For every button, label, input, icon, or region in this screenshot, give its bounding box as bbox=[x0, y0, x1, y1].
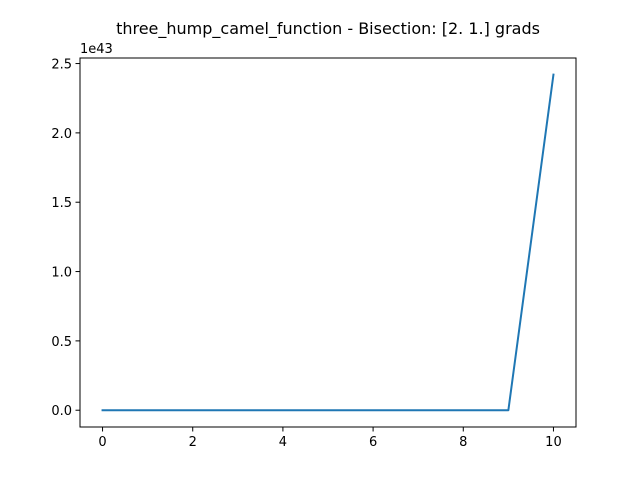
y-axis-offset-label: 1e43 bbox=[80, 42, 113, 57]
y-tick-label: 0.0 bbox=[51, 404, 72, 419]
x-tick-label: 4 bbox=[279, 435, 287, 450]
y-tick-label: 0.5 bbox=[51, 335, 72, 350]
axes-frame bbox=[79, 57, 577, 428]
plot-area: 0 2 4 6 8 10 0.0 0.5 1.0 1.5 2.0 2.5 bbox=[51, 57, 577, 450]
x-tick-label: 8 bbox=[459, 435, 467, 450]
x-tick-label: 10 bbox=[545, 435, 562, 450]
y-tick-label: 2.5 bbox=[51, 58, 72, 73]
y-tick-label: 2.0 bbox=[51, 127, 72, 142]
x-tick-label: 2 bbox=[189, 435, 197, 450]
y-tick-label: 1.0 bbox=[51, 266, 72, 281]
series-line-0 bbox=[101, 73, 555, 412]
chart-title: three_hump_camel_function - Bisection: [… bbox=[116, 19, 540, 39]
y-tick-label: 1.5 bbox=[51, 196, 72, 211]
x-tick-label: 0 bbox=[98, 435, 106, 450]
x-tick-label: 6 bbox=[369, 435, 377, 450]
